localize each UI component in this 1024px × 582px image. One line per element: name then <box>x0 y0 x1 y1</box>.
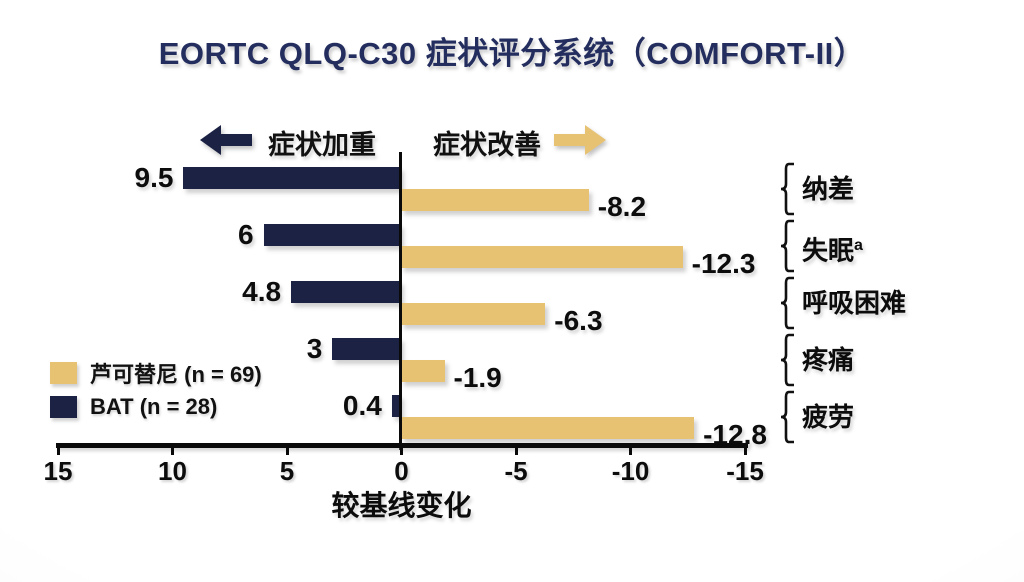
category-brace-icon <box>780 162 794 216</box>
category-label: 失眠a <box>802 235 863 266</box>
x-axis-tick <box>514 448 518 455</box>
zero-baseline <box>399 152 402 450</box>
legend-item-bat: BAT (n = 28) <box>50 390 262 424</box>
category-label: 疼痛 <box>802 345 855 375</box>
bat-bar <box>183 167 401 189</box>
category-brace-icon <box>780 219 794 273</box>
legend-item-ruxolitinib: 芦可替尼 (n = 69) <box>50 356 262 390</box>
x-axis-tick-label: 15 <box>43 456 73 486</box>
category-brace-icon <box>780 333 794 387</box>
bat-value-label: 6 <box>238 219 254 250</box>
x-axis-tick-label: 5 <box>279 456 295 486</box>
x-axis-title: 较基线变化 <box>331 490 472 521</box>
x-axis-tick <box>629 448 632 455</box>
bat-value-label: 3 <box>306 333 323 364</box>
chart-title: EORTC QLQ-C30 症状评分系统（COMFORT-II） <box>158 36 866 71</box>
category-label: 呼吸困难 <box>802 288 907 318</box>
ruxolitinib-bar <box>401 189 589 211</box>
x-axis-tick <box>56 448 60 455</box>
ruxolitinib-value-label: -8.2 <box>597 191 647 222</box>
ruxolitinib-bar <box>401 246 683 268</box>
category-label-superscript: a <box>854 237 863 254</box>
category-brace-icon <box>780 276 794 330</box>
x-axis-tick <box>400 448 403 455</box>
ruxolitinib-value-label: -12.3 <box>691 248 756 279</box>
legend-swatch-ruxolitinib <box>50 362 77 384</box>
symptom-worsening-label: 症状加重 <box>268 130 376 160</box>
symptom-worsening-arrow-icon <box>200 125 252 155</box>
bat-value-label: 4.8 <box>242 276 282 307</box>
x-axis-tick <box>743 448 747 455</box>
bat-bar <box>391 395 401 417</box>
bat-value-label: 9.5 <box>134 162 174 193</box>
x-axis-tick <box>171 448 174 455</box>
bat-bar <box>263 224 401 246</box>
bat-value-label: 0.4 <box>342 390 382 421</box>
legend-label-ruxolitinib: 芦可替尼 (n = 69) <box>90 362 262 387</box>
x-axis-tick-label: -15 <box>726 456 764 486</box>
x-axis-tick-label: -5 <box>504 456 528 486</box>
ruxolitinib-bar <box>401 303 546 325</box>
x-axis-tick-label: 0 <box>394 456 409 486</box>
bat-bar <box>332 338 401 360</box>
category-brace-icon <box>780 390 794 444</box>
ruxolitinib-value-label: -6.3 <box>554 305 603 336</box>
symptom-improvement-label: 症状改善 <box>433 130 541 160</box>
ruxolitinib-value-label: -1.9 <box>453 362 502 393</box>
x-axis-line <box>56 443 748 448</box>
symptom-improvement-arrow-icon <box>554 125 606 155</box>
legend-label-bat: BAT (n = 28) <box>90 394 218 419</box>
ruxolitinib-bar <box>401 417 695 439</box>
category-label: 纳差 <box>802 174 855 204</box>
legend: 芦可替尼 (n = 69) BAT (n = 28) <box>50 356 262 424</box>
bat-bar <box>291 281 401 303</box>
plot-area: 9.5 -8.2 纳差 6 -12.3 失眠a 4.8 -6.3 呼吸困难 3 -1.9 疼痛 0.4 -… <box>44 152 906 486</box>
ruxolitinib-bar <box>401 360 445 382</box>
x-axis-tick-label: -10 <box>611 456 650 486</box>
category-label: 疲劳 <box>802 402 855 432</box>
x-axis-tick <box>285 448 289 455</box>
x-axis-tick-label: 10 <box>158 456 187 486</box>
legend-swatch-bat <box>50 396 77 418</box>
